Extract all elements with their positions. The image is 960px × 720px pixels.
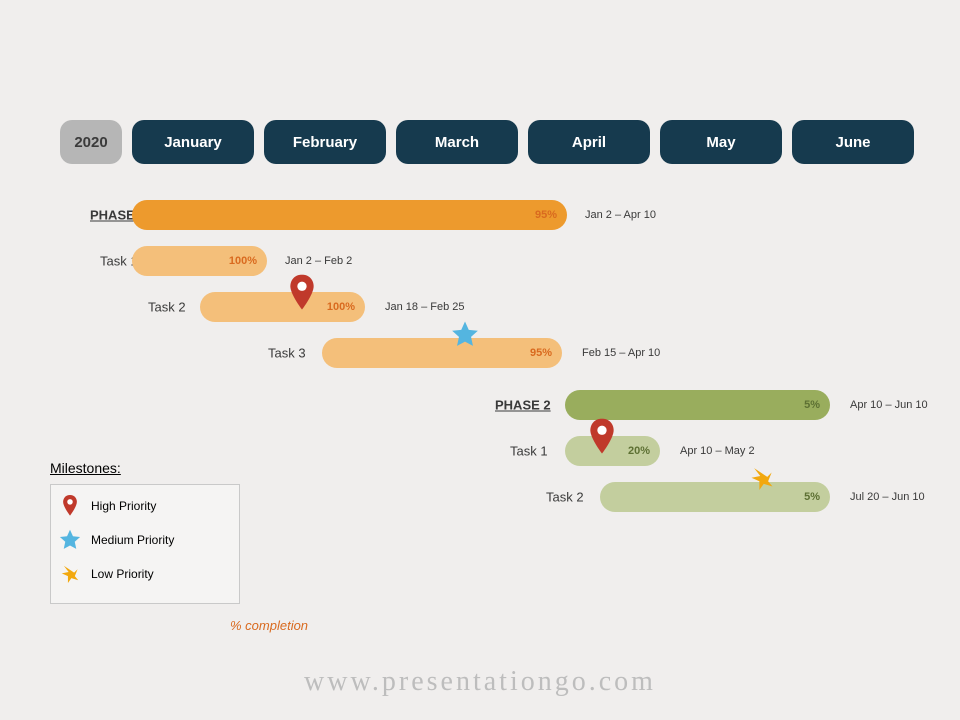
gantt-bar: 100% — [200, 292, 365, 322]
bar-date-range: Jul 20 – Jun 10 — [850, 491, 925, 503]
legend-label: Low Priority — [91, 567, 154, 581]
task-row: Task 3 95% Feb 15 – Apr 10 — [60, 336, 900, 370]
bar-percent: 100% — [327, 301, 355, 313]
bar-date-range: Feb 15 – Apr 10 — [582, 347, 660, 359]
year-pill: 2020 — [60, 120, 122, 164]
bar-percent: 100% — [229, 255, 257, 267]
gantt-bar: 20% — [565, 436, 660, 466]
bar-date-range: Jan 18 – Feb 25 — [385, 301, 465, 313]
legend-item: Medium Priority — [59, 529, 231, 551]
task-row: Task 2 100% Jan 18 – Feb 25 — [60, 290, 900, 324]
task-label: Task 2 — [148, 300, 186, 315]
bar-date-range: Jan 2 – Feb 2 — [285, 255, 352, 267]
gantt-bar: 95% — [322, 338, 562, 368]
phase-row: PHASE 195%Jan 2 – Apr 10 — [60, 198, 900, 232]
bar-percent: 5% — [804, 399, 820, 411]
bar-date-range: Jan 2 – Apr 10 — [585, 209, 656, 221]
legend-title: Milestones: — [50, 460, 240, 476]
task-label: Task 3 — [268, 346, 306, 361]
footer-url: www.presentationgo.com — [0, 666, 960, 698]
milestone-legend: Milestones: High Priority Medium Priority… — [50, 460, 240, 604]
month-pill: May — [660, 120, 782, 164]
month-pill: January — [132, 120, 254, 164]
month-pill: March — [396, 120, 518, 164]
bar-percent: 5% — [804, 491, 820, 503]
task-label: Task 1 — [510, 444, 548, 459]
bar-date-range: Apr 10 – May 2 — [680, 445, 755, 457]
gantt-bar: 5% — [565, 390, 830, 420]
legend-item: High Priority — [59, 495, 231, 517]
legend-label: High Priority — [91, 499, 156, 513]
timeline-header: 2020 JanuaryFebruaryMarchAprilMayJune — [60, 120, 914, 164]
gantt-bar: 100% — [132, 246, 267, 276]
percent-completion-note: % completion — [230, 618, 308, 633]
phase-row: PHASE 25%Apr 10 – Jun 10 — [60, 388, 900, 422]
bar-date-range: Apr 10 – Jun 10 — [850, 399, 928, 411]
phase-label: PHASE 2 — [495, 398, 551, 413]
task-row: Task 1100%Jan 2 – Feb 2 — [60, 244, 900, 278]
legend-label: Medium Priority — [91, 533, 174, 547]
gantt-bar: 5% — [600, 482, 830, 512]
bar-percent: 20% — [628, 445, 650, 457]
month-pill: April — [528, 120, 650, 164]
month-pill: June — [792, 120, 914, 164]
bar-percent: 95% — [530, 347, 552, 359]
legend-box: High Priority Medium Priority Low Priority — [50, 484, 240, 604]
gantt-bar: 95% — [132, 200, 567, 230]
task-label: Task 2 — [546, 490, 584, 505]
month-pill: February — [264, 120, 386, 164]
legend-item: Low Priority — [59, 563, 231, 585]
bar-percent: 95% — [535, 209, 557, 221]
